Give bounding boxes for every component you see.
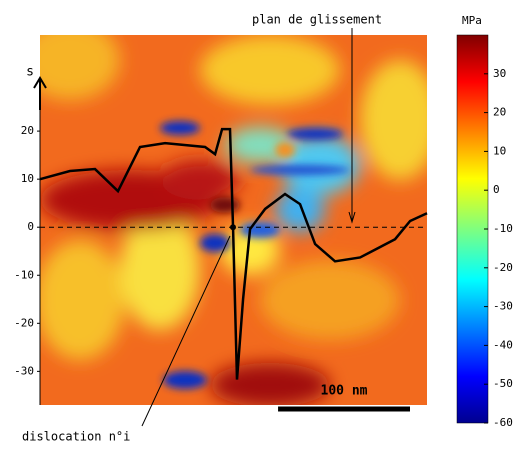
annotation: plan de glissement	[252, 13, 382, 27]
colorbar-tick-label: 0	[493, 183, 500, 196]
colorbar-label: MPa	[462, 14, 482, 27]
colorbar-tick-label: -50	[493, 377, 513, 390]
stress-field	[40, 35, 427, 405]
annotation: dislocation n°i	[22, 430, 130, 444]
colorbar-tick-label: -30	[493, 300, 513, 313]
colorbar-tick-label: -10	[493, 222, 513, 235]
scale-bar-label: 100 nm	[321, 384, 368, 399]
colorbar-tick-label: -60	[493, 416, 513, 429]
y-tick-label: 0	[27, 220, 34, 233]
annotation-arrow-head	[348, 211, 356, 224]
annotation-arrow	[141, 235, 231, 427]
axis-arrow-head	[33, 76, 47, 89]
y-axis-label: s	[26, 65, 34, 80]
colorbar-tick-label: -20	[493, 261, 513, 274]
colorbar-tick-label: 10	[493, 144, 506, 157]
y-tick-label: 20	[21, 124, 34, 137]
colorbar-tick-label: 20	[493, 106, 506, 119]
colorbar	[456, 34, 489, 424]
colorbar-tick-label: 30	[493, 67, 506, 80]
y-tick-label: -30	[14, 364, 34, 377]
colorbar-tick-label: -40	[493, 338, 513, 351]
y-tick-label: 10	[21, 172, 34, 185]
dislocation-marker	[230, 224, 236, 231]
y-tick-label: -20	[14, 316, 34, 329]
profile-line	[39, 127, 428, 380]
y-tick-label: -10	[14, 268, 34, 281]
